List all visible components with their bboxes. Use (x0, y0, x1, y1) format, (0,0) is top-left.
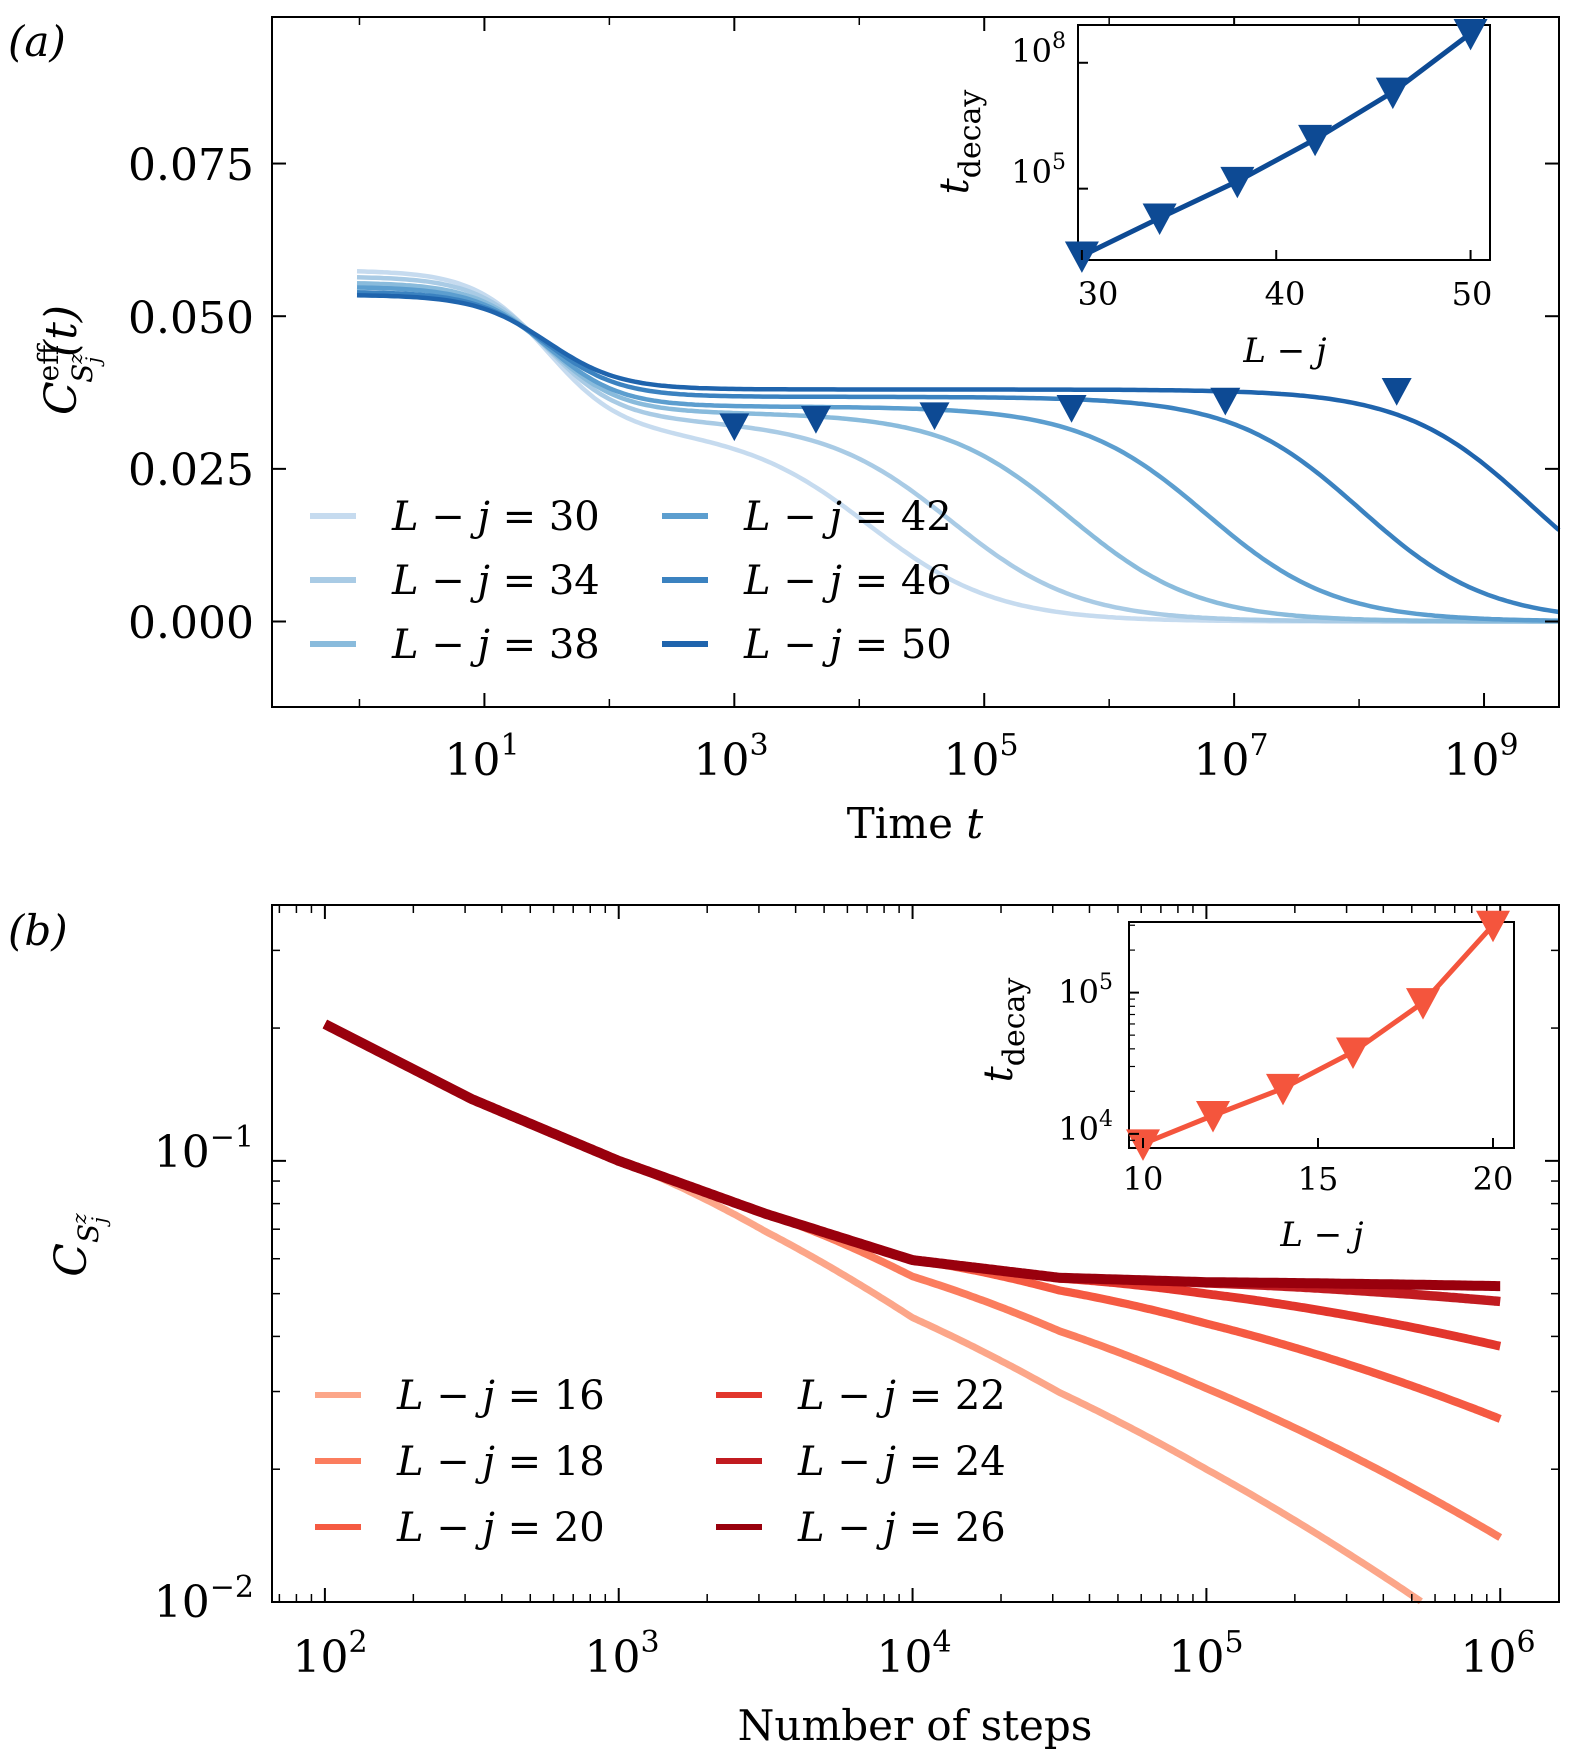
legend-label-30: L − j = 30 (391, 494, 600, 540)
legend-label-26: L − j = 26 (797, 1505, 1006, 1551)
panel-a-inset-xtick-label: 30 (1078, 275, 1119, 313)
panel-b-inset-marker-14 (1266, 1073, 1300, 1106)
panel-a-xtick-label: 101 (444, 728, 519, 786)
panel-a-decay-marker-46 (1210, 387, 1241, 416)
panel-b-xtick-label: 105 (1168, 1625, 1243, 1683)
legend-label-18: L − j = 18 (396, 1439, 605, 1485)
panel-b-inset-yaxis-label: tdecay (976, 978, 1032, 1083)
panel-b-ytick-label: 10−1 (154, 1120, 254, 1178)
panel-b-ticks (272, 905, 1559, 1603)
panel-a-decay-marker-30 (719, 413, 750, 442)
panel-a-inset-xtick-label: 50 (1452, 275, 1493, 313)
panel-b-ytick-label: 10−2 (154, 1570, 254, 1628)
panel-b: (b) 10−1 10−2 102 103 104 105 106 Number… (8, 904, 1560, 1750)
panel-a-inset-marker-46 (1375, 77, 1410, 110)
panel-b-inset-frame (1128, 921, 1515, 1149)
panel-a-xtick-label: 103 (693, 728, 768, 786)
legend-label-24: L − j = 24 (797, 1439, 1006, 1485)
panel-a-inset-marker-38 (1220, 166, 1255, 199)
panel-a-ytick-label: 0.050 (128, 293, 254, 344)
panel-b-xaxis-label: Number of steps (738, 1701, 1093, 1750)
panel-b-inset-xtick-label: 15 (1298, 1160, 1339, 1198)
panel-b-frame (271, 904, 1560, 1603)
panel-a-legend: L − j = 30 L − j = 34 L − j = 38 L − j =… (310, 494, 952, 668)
panel-a-inset-ytick-label: 108 (1011, 29, 1066, 70)
panel-a-xaxis-label: Time t (847, 799, 984, 848)
panel-a-ytick-label: 0.075 (128, 140, 254, 191)
panel-a-inset-frame (1077, 24, 1491, 261)
panel-a-xtick-label: 109 (1443, 728, 1518, 786)
panel-a-inset-marker-34 (1142, 203, 1177, 235)
panel-b-inset-ytick-label: 104 (1058, 1107, 1113, 1148)
panel-b-inset-ytick-label: 105 (1058, 970, 1113, 1011)
panel-b-series-group (322, 1019, 1503, 1605)
legend-label-34: L − j = 34 (391, 558, 600, 604)
panel-b-series-line-26 (322, 1019, 1503, 1292)
panel-a-series-group (356, 269, 1561, 624)
legend-label-22: L − j = 22 (797, 1373, 1006, 1419)
panel-a-decay-marker-42 (1056, 395, 1087, 423)
panel-a-inset-marker-50 (1453, 18, 1488, 51)
panel-a-inset: 108 105 30 40 50 L − j tdecay (932, 18, 1493, 371)
legend-label-42: L − j = 42 (743, 494, 952, 540)
panel-a-inset-data (1064, 18, 1488, 273)
panel-a-marker-group (719, 377, 1412, 442)
panel-a: (a) 0.075 0.050 0.025 0.000 101 103 105 … (8, 16, 1561, 848)
panel-a-inset-xtick-label: 40 (1265, 275, 1306, 313)
panel-a-series-line-50 (356, 293, 1561, 532)
panel-b-inset-xaxis-label: L − j (1279, 1215, 1364, 1255)
panel-a-decay-marker-50 (1381, 377, 1412, 406)
panel-b-inset-marker-20 (1476, 910, 1510, 943)
legend-label-20: L − j = 20 (396, 1505, 605, 1551)
panel-a-series-line-46 (356, 290, 1560, 615)
panel-a-frame (271, 16, 1560, 708)
panel-a-xtick-label: 107 (1193, 728, 1268, 786)
panel-b-inset-marker-16 (1336, 1037, 1370, 1069)
panel-b-xtick-label: 103 (584, 1625, 659, 1683)
panel-b-inset-marker-18 (1406, 988, 1440, 1020)
panel-b-legend: L − j = 16 L − j = 18 L − j = 20 L − j =… (315, 1373, 1006, 1551)
panel-b-inset-ticks (1129, 924, 1494, 1149)
panel-b-inset-marker-12 (1196, 1101, 1230, 1133)
panel-b-xtick-label: 106 (1460, 1625, 1535, 1683)
panel-a-yaxis-label: CeffSzj(t) (32, 305, 105, 415)
panel-a-inset-ytick-label: 105 (1011, 150, 1066, 191)
panel-b-inset-xtick-label: 20 (1473, 1160, 1514, 1198)
panel-a-xtick-label: 105 (943, 728, 1018, 786)
legend-label-46: L − j = 46 (743, 558, 952, 604)
panel-a-series-line-42 (356, 285, 1560, 623)
panel-a-inset-marker-42 (1298, 124, 1333, 157)
panel-a-ytick-label: 0.000 (128, 598, 254, 649)
panel-a-inset-ticks (1078, 61, 1472, 260)
panel-a-decay-marker-34 (800, 406, 831, 434)
panel-a-decay-marker-38 (919, 402, 950, 431)
legend-label-50: L − j = 50 (743, 622, 952, 668)
legend-label-38: L − j = 38 (391, 622, 600, 668)
panel-b-inset-xtick-label: 10 (1123, 1160, 1164, 1198)
panel-b-inset-data (1126, 910, 1510, 1161)
panel-a-ytick-label: 0.025 (128, 445, 254, 496)
panel-b-xtick-label: 104 (876, 1625, 951, 1683)
panel-b-xtick-label: 102 (292, 1625, 367, 1683)
panel-a-inset-yaxis-label: tdecay (932, 90, 988, 195)
panel-b-inset: 105 104 10 15 20 L − j tdecay (976, 910, 1515, 1255)
panel-b-label: (b) (8, 906, 68, 955)
panel-a-label: (a) (8, 17, 66, 66)
panel-b-yaxis-label: CSzj (46, 1213, 111, 1277)
panel-a-inset-xaxis-label: L − j (1242, 331, 1327, 371)
legend-label-16: L − j = 16 (396, 1373, 605, 1419)
